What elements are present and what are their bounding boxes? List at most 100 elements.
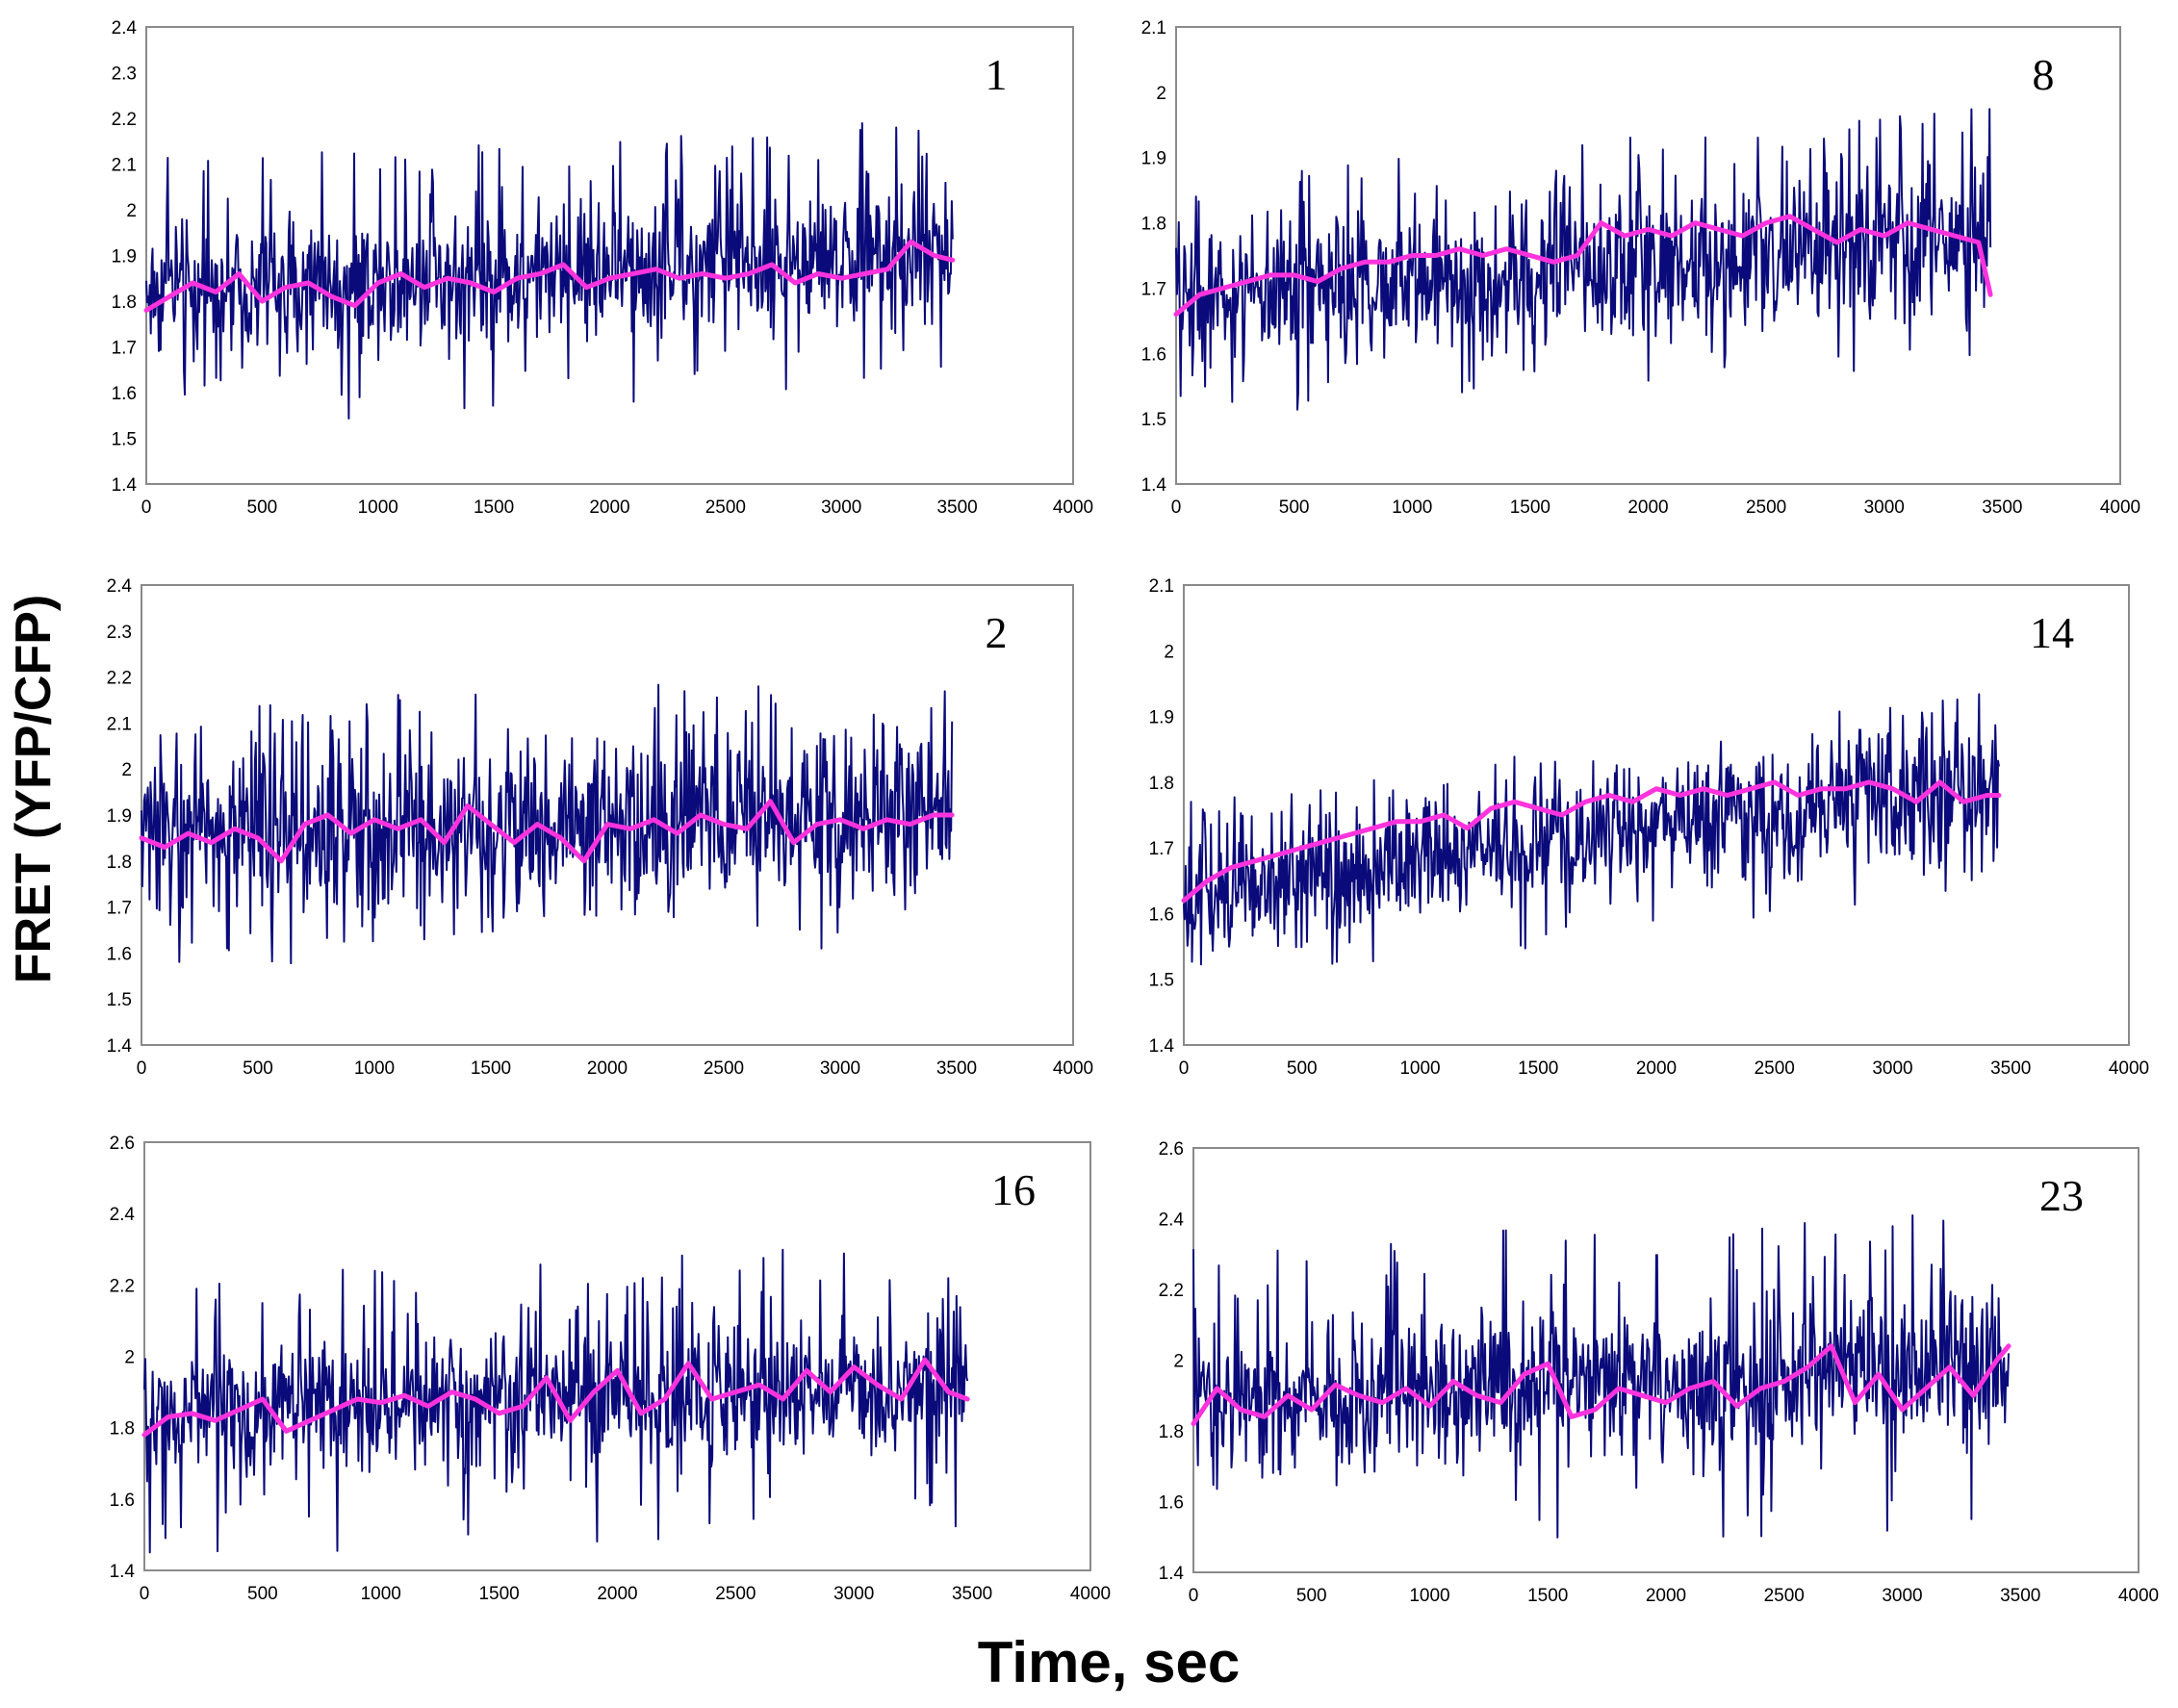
x-tick-label: 3000 xyxy=(1872,1058,1912,1079)
chart-panel-1: 1.4 1.5 1.6 1.7 1.8 1.9 2 2.1 2.2 2.3 2.4 0 500 1000 1… xyxy=(112,18,1094,518)
y-tick-label: 2 xyxy=(1156,84,1166,104)
y-tick-label: 1.4 xyxy=(1159,1564,1185,1584)
x-tick-label: 1500 xyxy=(471,1058,511,1079)
x-tick-label: 2000 xyxy=(1636,1058,1677,1079)
x-tick-label: 3000 xyxy=(1882,1586,1922,1606)
y-tick-label: 1.7 xyxy=(1141,279,1166,299)
x-tick-label: 1500 xyxy=(478,1584,519,1604)
y-tick-label: 2.4 xyxy=(110,1205,136,1225)
y-tick-label: 2.4 xyxy=(107,576,133,597)
y-tick-label: 1.5 xyxy=(1141,410,1166,430)
x-tick-label: 0 xyxy=(1171,497,1182,518)
y-tick-label: 1.4 xyxy=(110,1562,136,1582)
panel-number-label: 1 xyxy=(986,50,1008,99)
y-tick-label: 2.1 xyxy=(1141,18,1166,38)
x-tick-label: 2500 xyxy=(704,1058,744,1079)
y-tick-label: 2.4 xyxy=(1159,1211,1185,1231)
moving-average-series xyxy=(1191,1343,2011,1427)
y-tick-label: 1.5 xyxy=(107,990,132,1010)
moving-average-series xyxy=(1181,779,2002,904)
x-tick-label: 1000 xyxy=(1409,1586,1449,1606)
x-tick-label: 3500 xyxy=(936,497,977,518)
y-tick-label: 2 xyxy=(1164,642,1174,662)
chart-panel-23: 1.4 1.6 1.8 2 2.2 2.4 2.6 0 500 1000 1500 2000 2500 3… xyxy=(1159,1139,2160,1606)
y-tick-label: 2.2 xyxy=(1159,1281,1184,1301)
y-tick-label: 2.1 xyxy=(112,156,137,176)
x-tick-label: 500 xyxy=(247,497,278,518)
x-tick-label: 3500 xyxy=(2000,1586,2040,1606)
y-tick-label: 1.9 xyxy=(1141,149,1166,169)
y-tick-label: 1.8 xyxy=(1159,1422,1184,1442)
x-tick-label: 1000 xyxy=(1399,1058,1440,1079)
x-tick-label: 4000 xyxy=(1053,497,1093,518)
y-tick-label: 2.1 xyxy=(107,714,132,734)
y-tick-label: 1.8 xyxy=(107,853,132,873)
y-tick-label: 1.4 xyxy=(1149,1036,1175,1057)
x-tick-label: 3000 xyxy=(1864,497,1905,518)
y-tick-label: 2.1 xyxy=(1149,576,1174,597)
y-tick-label: 2.2 xyxy=(107,669,132,689)
x-tick-label: 2500 xyxy=(1764,1586,1805,1606)
x-tick-label: 2000 xyxy=(1627,497,1668,518)
x-tick-label: 1000 xyxy=(358,497,398,518)
x-tick-label: 2500 xyxy=(1746,497,1786,518)
y-tick-label: 1.6 xyxy=(110,1491,135,1511)
x-tick-label: 4000 xyxy=(1053,1058,1093,1079)
panels-group: 1.41.51.61.71.81.922.12.22.32.40 500 1000 1… xyxy=(107,18,2160,1606)
chart-panel-8: 1.4 1.5 1.6 1.7 1.8 1.9 2 2.1 0 500 1000 1500 2000 25… xyxy=(1141,18,2141,518)
y-tick-label: 1.6 xyxy=(107,944,132,964)
panel-number-label: 16 xyxy=(991,1165,1036,1214)
y-tick-label: 1.4 xyxy=(107,1036,133,1057)
x-tick-label: 3500 xyxy=(952,1584,992,1604)
y-tick-label: 1.6 xyxy=(1159,1493,1184,1514)
y-tick-label: 2.3 xyxy=(107,623,132,643)
y-tick-label: 2.2 xyxy=(112,110,137,130)
chart-panel-2: 1.4 1.5 1.6 1.7 1.8 1.9 2 2.1 2.2 2.3 2.4 0 500 1000 1… xyxy=(107,576,1094,1079)
y-tick-label: 2.6 xyxy=(1159,1139,1184,1160)
raw-fret-series xyxy=(1175,108,1992,411)
y-axis-title: FRET (YFP/CFP) xyxy=(6,595,62,983)
panel-number-label: 14 xyxy=(2030,608,2074,657)
y-tick-label: 1.7 xyxy=(107,899,132,919)
x-tick-label: 1500 xyxy=(474,497,514,518)
x-tick-label: 2500 xyxy=(705,497,746,518)
y-tick-label: 2 xyxy=(1173,1352,1184,1372)
y-tick-label: 1.9 xyxy=(112,247,137,268)
x-tick-label: 3000 xyxy=(820,1058,860,1079)
x-tick-label: 3000 xyxy=(833,1584,874,1604)
x-tick-label: 2500 xyxy=(715,1584,756,1604)
x-tick-label: 500 xyxy=(1279,497,1310,518)
x-tick-label: 0 xyxy=(1179,1058,1190,1079)
y-tick-label: 1.4 xyxy=(1141,475,1167,496)
y-tick-label: 1.6 xyxy=(112,384,137,404)
y-tick-label: 1.4 xyxy=(112,475,138,496)
panel-number-label: 8 xyxy=(2033,50,2055,99)
panel-number-label: 2 xyxy=(986,608,1008,657)
x-tick-label: 2000 xyxy=(589,497,629,518)
panel-number-label: 23 xyxy=(2039,1171,2084,1220)
y-tick-label: 1.7 xyxy=(1149,839,1174,859)
x-tick-label: 1500 xyxy=(1518,1058,1558,1079)
y-tick-label: 2.2 xyxy=(110,1276,135,1296)
x-tick-label: 4000 xyxy=(2100,497,2140,518)
x-tick-label: 2000 xyxy=(597,1584,637,1604)
y-tick-label: 1.5 xyxy=(1149,971,1174,991)
raw-fret-series xyxy=(141,683,954,965)
x-tick-label: 500 xyxy=(247,1584,278,1604)
x-tick-label: 2000 xyxy=(1646,1586,1686,1606)
x-tick-label: 500 xyxy=(243,1058,273,1079)
y-tick-label: 2.6 xyxy=(110,1134,135,1154)
x-tick-label: 3500 xyxy=(1990,1058,2031,1079)
x-tick-label: 0 xyxy=(1189,1586,1199,1606)
x-tick-label: 0 xyxy=(140,1584,150,1604)
moving-average-series xyxy=(139,799,955,864)
raw-fret-series xyxy=(143,1248,969,1554)
y-tick-label: 2.3 xyxy=(112,64,137,85)
y-tick-label: 2 xyxy=(126,201,137,221)
plot-area-frame xyxy=(1183,584,2130,1046)
raw-fret-series xyxy=(1183,693,2000,966)
x-tick-label: 3500 xyxy=(1982,497,2022,518)
y-tick-label: 1.7 xyxy=(112,339,137,359)
plot-area-frame xyxy=(143,1141,1091,1571)
x-tick-label: 1500 xyxy=(1527,1586,1568,1606)
